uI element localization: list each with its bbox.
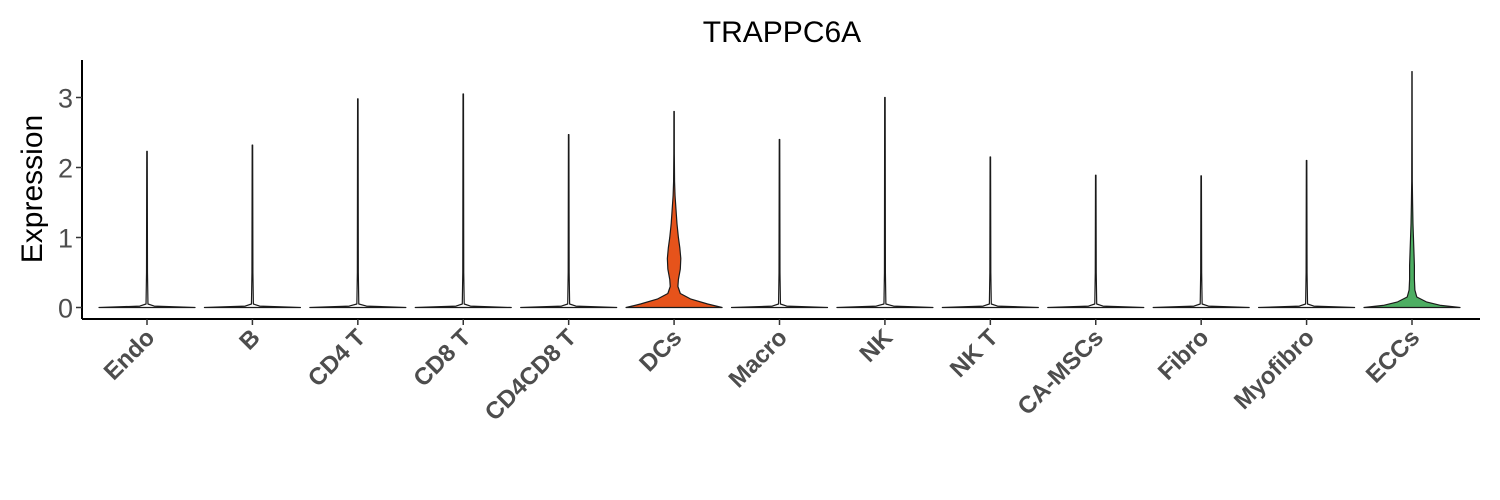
violin-ca-mscs [1047,174,1145,309]
x-tick-label: NK T [945,324,1004,383]
violin-nk-t [941,156,1039,309]
y-tick-label: 3 [58,84,73,114]
x-tick-label: ECCs [1361,324,1425,388]
violin-dcs [625,110,723,309]
x-tick-label: B [234,324,265,355]
violin-fibro [1152,175,1250,309]
y-axis-label: Expression [16,115,49,263]
violin-nk [836,96,934,309]
x-tick-label: Myofibro [1229,324,1320,415]
violin-macro [730,138,829,309]
x-tick-label: CD4CD8 T [480,324,582,426]
x-tick-label: Fibro [1153,324,1215,386]
violin-cd4cd8-t [520,134,618,309]
violin-layer [98,71,1461,309]
x-tick-label: CA-MSCs [1013,324,1109,420]
x-tick-label: Endo [99,324,161,386]
x-tick-label: DCs [634,324,687,377]
y-axis: 0 1 2 3 [58,60,83,324]
x-tick-label: NK [855,324,899,368]
x-tick-label: CD8 T [408,324,476,392]
y-tick-label: 1 [58,224,73,254]
x-tick-label: CD4 T [303,324,371,392]
x-tick-label: Macro [724,324,793,393]
y-tick-label: 0 [58,294,73,324]
violin-eccs [1363,71,1461,309]
violin-b [203,144,302,309]
chart-title: TRAPPC6A [703,16,861,49]
violin-cd8-t [414,93,512,309]
y-tick-label: 2 [58,154,73,184]
violin-cd4-t [309,98,407,309]
violin-endo [98,150,196,309]
x-axis: Endo B CD4 T CD8 T CD4CD8 T DCs Macro NK NK T CA-… [82,318,1480,426]
violin-myofibro [1257,159,1356,309]
